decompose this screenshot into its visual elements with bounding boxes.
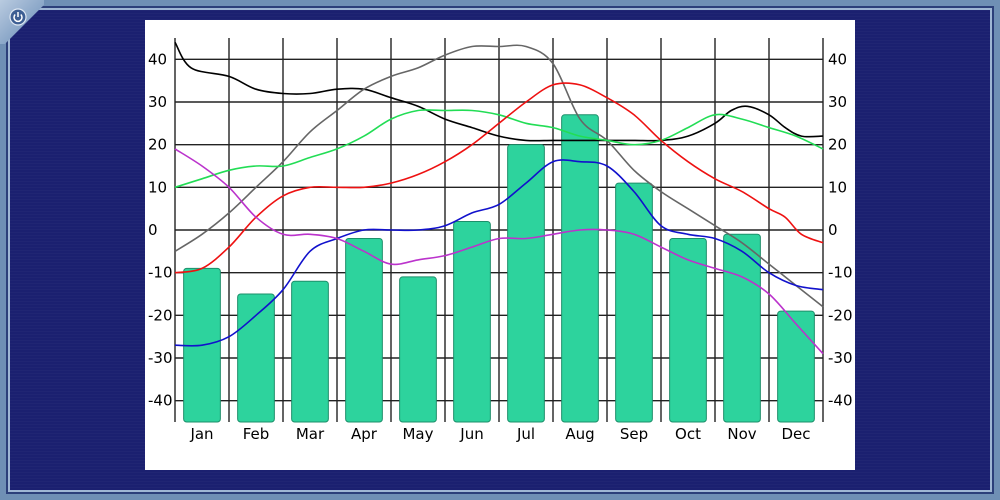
line-series-3 <box>174 109 824 189</box>
y-tick-label-right: -30 <box>828 349 853 367</box>
x-tick-label-jun: Jun <box>459 425 483 443</box>
x-tick-label-jan: Jan <box>189 425 213 443</box>
x-tick-label-mar: Mar <box>296 425 325 443</box>
line-series-2 <box>174 44 824 308</box>
bar-jun <box>453 220 491 423</box>
y-tick-label-right: 10 <box>828 178 847 196</box>
y-tick-label-right: -40 <box>828 392 853 410</box>
x-tick-label-dec: Dec <box>781 425 810 443</box>
bar-may <box>399 276 437 423</box>
line-series-6 <box>174 148 824 355</box>
bar-jul <box>507 144 545 423</box>
chart-panel: 40 40 30 30 20 20 10 10 0 0 -10 -10 -20 -20 -30 -30 -40 -… <box>145 20 855 470</box>
line-series-4 <box>174 82 824 274</box>
y-tick-label-left: -20 <box>148 306 173 324</box>
bar-apr <box>345 238 383 423</box>
y-tick-label-left: -10 <box>148 264 173 282</box>
bar-feb <box>237 293 275 423</box>
y-tick-label-left: -40 <box>148 392 173 410</box>
y-tick-label-right: 0 <box>828 221 838 239</box>
line-series-5 <box>174 159 824 347</box>
x-tick-label-nov: Nov <box>727 425 756 443</box>
x-tick-label-jul: Jul <box>516 425 535 443</box>
chart: 40 40 30 30 20 20 10 10 0 0 -10 -10 -20 -20 -30 -30 -40 -… <box>145 20 855 470</box>
bar-oct <box>669 238 707 423</box>
y-tick-label-right: 20 <box>828 136 847 154</box>
bar-dec <box>777 310 815 423</box>
y-tick-label-left: 40 <box>148 50 167 68</box>
y-tick-label-left: 30 <box>148 93 167 111</box>
line-series-1 <box>174 41 824 142</box>
bar-mar <box>291 280 329 423</box>
y-tick-label-left: 0 <box>148 221 158 239</box>
y-tick-label-right: -10 <box>828 264 853 282</box>
y-tick-label-right: -20 <box>828 306 853 324</box>
power-icon[interactable] <box>9 8 27 26</box>
y-tick-label-right: 30 <box>828 93 847 111</box>
bar-aug <box>561 114 599 423</box>
y-tick-label-left: 10 <box>148 178 167 196</box>
x-tick-label-may: May <box>402 425 433 443</box>
y-tick-label-left: -30 <box>148 349 173 367</box>
y-tick-label-left: 20 <box>148 136 167 154</box>
y-tick-label-right: 40 <box>828 50 847 68</box>
x-tick-label-sep: Sep <box>620 425 648 443</box>
x-tick-label-feb: Feb <box>243 425 270 443</box>
x-tick-label-apr: Apr <box>351 425 378 443</box>
bar-sep <box>615 182 653 423</box>
x-tick-label-oct: Oct <box>675 425 701 443</box>
x-tick-label-aug: Aug <box>565 425 594 443</box>
